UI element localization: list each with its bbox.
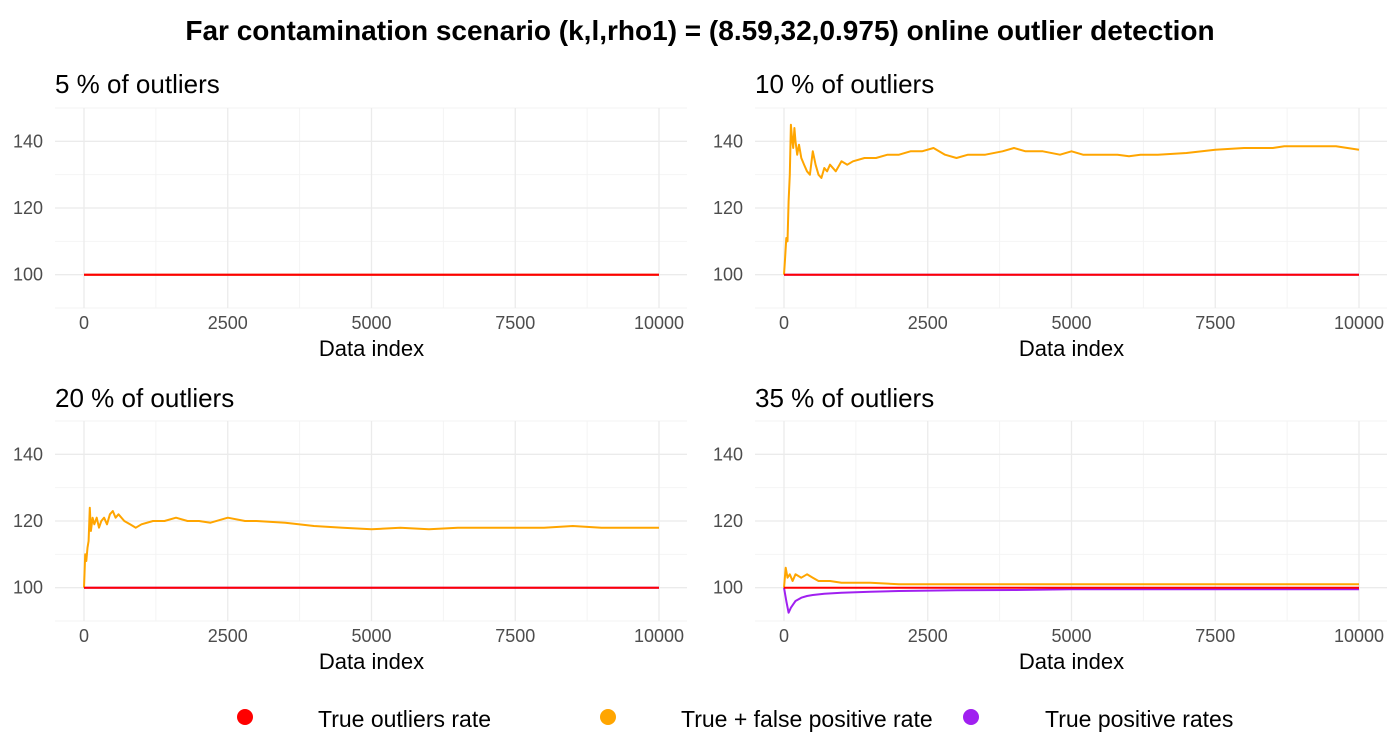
x-tick-label: 2500 — [208, 626, 248, 646]
grid — [55, 107, 687, 309]
y-tick-label: 100 — [713, 265, 743, 285]
legend-item: True + false positive rate — [600, 706, 933, 732]
x-tick-label: 5000 — [1051, 313, 1091, 333]
x-tick-label: 2500 — [908, 313, 948, 333]
panel-10-pct: 10 % of outliers 0 2500 5000 7500 10000 100 120… — [713, 69, 1387, 361]
legend-label: True positive rates — [1045, 706, 1233, 732]
legend-label: True outliers rate — [318, 706, 491, 732]
y-tick-label: 140 — [13, 131, 43, 151]
series-line-true-positive-rates — [783, 587, 1359, 614]
y-tick-label: 120 — [713, 198, 743, 218]
x-tick-label: 0 — [779, 626, 789, 646]
x-axis-title: Data index — [319, 649, 424, 674]
legend-label: True + false positive rate — [681, 706, 933, 732]
x-tick-label: 0 — [79, 313, 89, 333]
x-tick-label: 2500 — [908, 626, 948, 646]
x-tick-label: 0 — [779, 313, 789, 333]
x-axis-title: Data index — [1019, 649, 1124, 674]
legend-item: True positive rates — [963, 706, 1233, 732]
legend-key — [600, 709, 616, 725]
x-tick-label: 2500 — [208, 313, 248, 333]
x-axis-title: Data index — [1019, 336, 1124, 361]
legend-key — [963, 709, 979, 725]
x-tick-label: 7500 — [495, 626, 535, 646]
x-tick-label: 0 — [79, 626, 89, 646]
panel-20-pct: 20 % of outliers 0 2500 5000 7500 10000 100 120… — [13, 383, 687, 674]
x-tick-label: 10000 — [1334, 313, 1384, 333]
grid — [755, 420, 1387, 622]
y-tick-label: 140 — [713, 444, 743, 464]
panel-title: 35 % of outliers — [755, 383, 934, 413]
y-tick-label: 120 — [713, 511, 743, 531]
series-line-true-false-positive-rate — [783, 566, 1359, 588]
x-axis-title: Data index — [319, 336, 424, 361]
figure-title: Far contamination scenario (k,l,rho1) = … — [185, 15, 1214, 46]
y-tick-label: 100 — [13, 578, 43, 598]
legend: True outliers rate True + false positive … — [237, 706, 1233, 732]
legend-item: True outliers rate — [237, 706, 491, 732]
y-tick-label: 100 — [713, 578, 743, 598]
x-tick-label: 7500 — [1195, 313, 1235, 333]
x-tick-label: 7500 — [1195, 626, 1235, 646]
panel-35-pct: 35 % of outliers 0 2500 5000 7500 10000 100 120… — [713, 383, 1387, 674]
x-tick-label: 5000 — [1051, 626, 1091, 646]
panel-title: 5 % of outliers — [55, 69, 220, 99]
legend-key — [237, 709, 253, 725]
y-tick-label: 140 — [713, 131, 743, 151]
x-tick-label: 10000 — [634, 313, 684, 333]
y-tick-label: 120 — [13, 198, 43, 218]
panel-title: 20 % of outliers — [55, 383, 234, 413]
x-tick-label: 5000 — [351, 626, 391, 646]
x-tick-label: 10000 — [1334, 626, 1384, 646]
x-tick-label: 10000 — [634, 626, 684, 646]
panel-title: 10 % of outliers — [755, 69, 934, 99]
series-line-true-false-positive-rate — [83, 506, 659, 588]
x-tick-label: 7500 — [495, 313, 535, 333]
series-line-true-false-positive-rate — [783, 123, 1360, 275]
y-tick-label: 100 — [13, 265, 43, 285]
y-tick-label: 140 — [13, 444, 43, 464]
y-tick-label: 120 — [13, 511, 43, 531]
panel-5-pct: 5 % of outliers 0 2500 5000 7500 10000 100 120 1… — [13, 69, 687, 361]
x-tick-label: 5000 — [351, 313, 391, 333]
